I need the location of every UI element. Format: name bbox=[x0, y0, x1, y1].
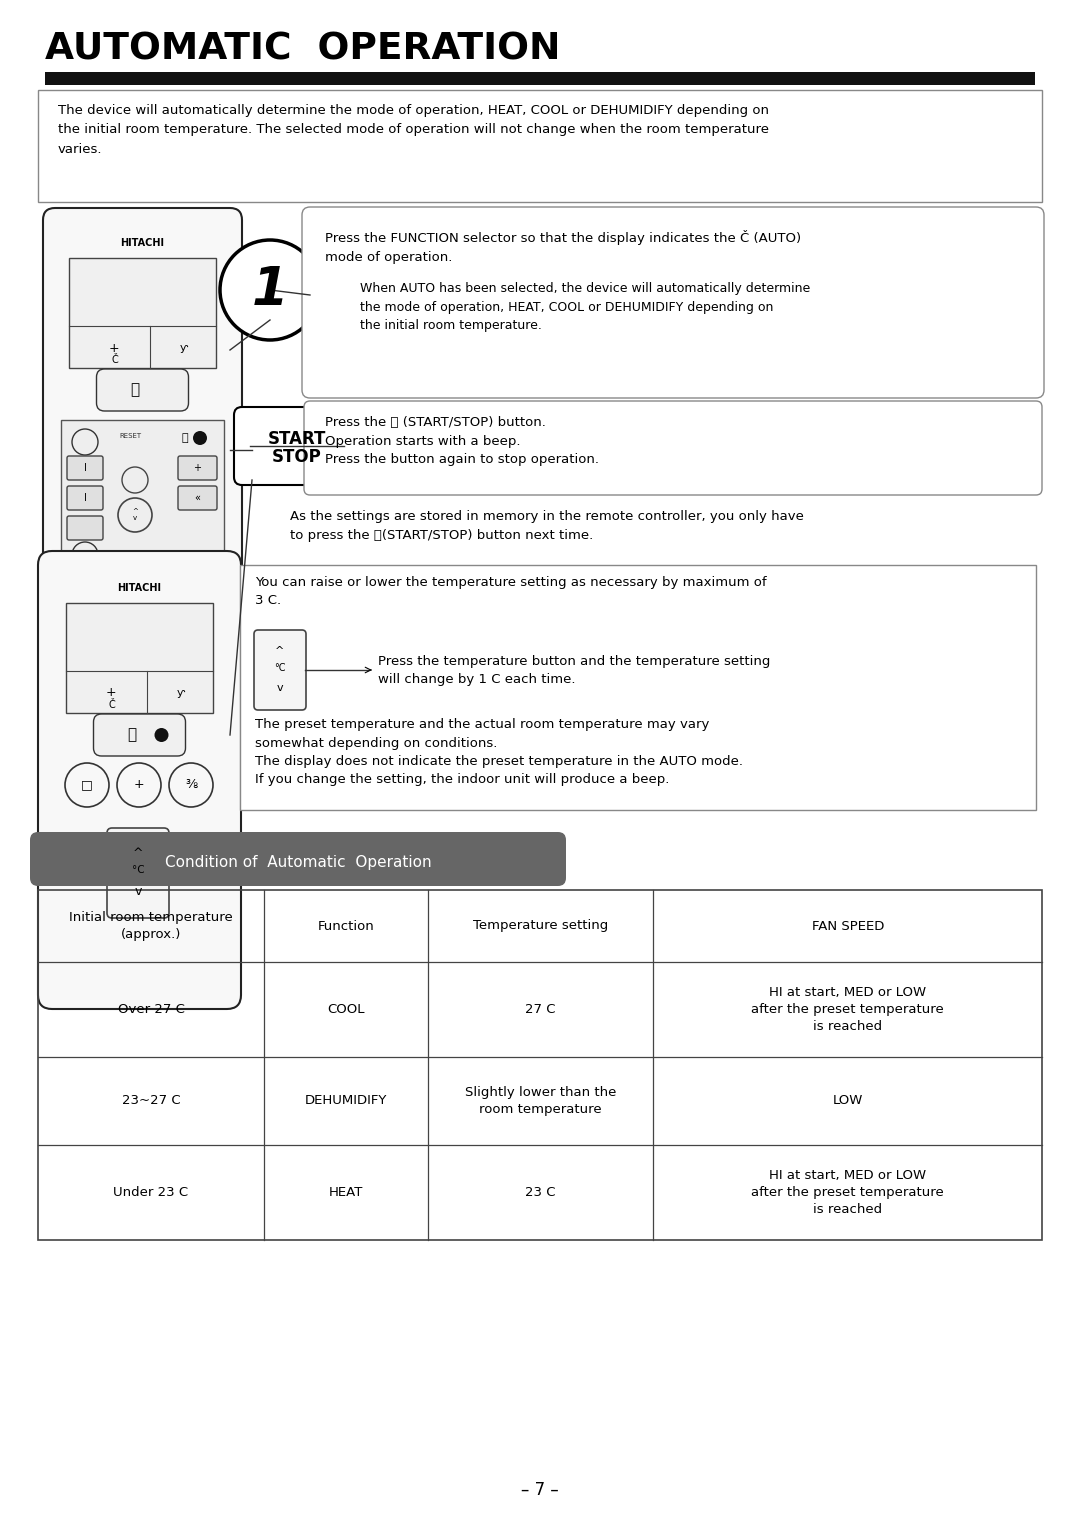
FancyBboxPatch shape bbox=[178, 455, 217, 480]
Text: DEHUMIDIFY: DEHUMIDIFY bbox=[305, 1094, 387, 1108]
Text: ƴ: ƴ bbox=[177, 688, 185, 698]
FancyBboxPatch shape bbox=[94, 714, 186, 756]
Text: AUTOMATIC  OPERATION: AUTOMATIC OPERATION bbox=[45, 32, 561, 69]
Text: Over 27 C: Over 27 C bbox=[118, 1002, 185, 1016]
Text: The device will automatically determine the mode of operation, HEAT, COOL or DEH: The device will automatically determine … bbox=[58, 104, 769, 156]
Text: Function: Function bbox=[318, 920, 374, 932]
FancyBboxPatch shape bbox=[43, 208, 242, 602]
Circle shape bbox=[154, 727, 168, 743]
FancyBboxPatch shape bbox=[254, 630, 306, 711]
Bar bbox=[69, 258, 216, 368]
Text: You can raise or lower the temperature setting as necessary by maximum of
3 C.: You can raise or lower the temperature s… bbox=[255, 576, 767, 608]
Text: HITACHI: HITACHI bbox=[118, 584, 162, 593]
Bar bbox=[66, 604, 213, 714]
FancyBboxPatch shape bbox=[96, 368, 189, 411]
Text: LOW: LOW bbox=[833, 1094, 863, 1108]
Text: As the settings are stored in memory in the remote controller, you only have
to : As the settings are stored in memory in … bbox=[291, 510, 804, 541]
Text: The preset temperature and the actual room temperature may vary
somewhat dependi: The preset temperature and the actual ro… bbox=[255, 718, 743, 787]
FancyBboxPatch shape bbox=[107, 828, 168, 918]
Text: 23~27 C: 23~27 C bbox=[122, 1094, 180, 1108]
Text: Press the temperature button and the temperature setting
will change by 1 C each: Press the temperature button and the tem… bbox=[378, 656, 770, 686]
Text: STOP: STOP bbox=[272, 448, 322, 466]
Text: °C: °C bbox=[274, 663, 286, 672]
Text: 23 C: 23 C bbox=[525, 1186, 556, 1199]
Text: Ⓢ: Ⓢ bbox=[181, 432, 188, 443]
Text: Temperature setting: Temperature setting bbox=[473, 920, 608, 932]
Text: ^: ^ bbox=[133, 847, 144, 860]
Text: – 7 –: – 7 – bbox=[522, 1481, 558, 1499]
Text: ⅜: ⅜ bbox=[185, 778, 198, 792]
Circle shape bbox=[193, 431, 207, 445]
Text: +: + bbox=[193, 463, 201, 474]
Text: Press the Ⓢ (START/STOP) button.
Operation starts with a beep.
Press the button : Press the Ⓢ (START/STOP) button. Operati… bbox=[325, 416, 599, 466]
Text: Condition of  Automatic  Operation: Condition of Automatic Operation bbox=[164, 854, 431, 869]
Text: Under 23 C: Under 23 C bbox=[113, 1186, 189, 1199]
Text: +: + bbox=[106, 686, 117, 700]
Text: v: v bbox=[276, 683, 283, 694]
FancyBboxPatch shape bbox=[38, 90, 1042, 202]
Text: □: □ bbox=[81, 778, 93, 792]
Text: RESET: RESET bbox=[119, 432, 141, 439]
Text: 27 C: 27 C bbox=[525, 1002, 556, 1016]
Text: 1: 1 bbox=[252, 264, 288, 316]
Text: Ⓢ: Ⓢ bbox=[130, 382, 139, 397]
Text: HITACHI: HITACHI bbox=[121, 238, 164, 248]
Text: When AUTO has been selected, the device will automatically determine
the mode of: When AUTO has been selected, the device … bbox=[360, 283, 810, 332]
Text: Č: Č bbox=[108, 700, 114, 711]
Text: I: I bbox=[83, 494, 86, 503]
Text: I: I bbox=[83, 463, 86, 474]
Text: COOL: COOL bbox=[327, 1002, 364, 1016]
Text: Press the FUNCTION selector so that the display indicates the Č (AUTO)
mode of o: Press the FUNCTION selector so that the … bbox=[325, 231, 801, 263]
Text: v: v bbox=[134, 885, 141, 898]
Text: ƴ: ƴ bbox=[179, 342, 188, 353]
Bar bbox=[60, 420, 224, 575]
Text: HI at start, MED or LOW
after the preset temperature
is reached: HI at start, MED or LOW after the preset… bbox=[752, 1169, 944, 1216]
FancyBboxPatch shape bbox=[67, 486, 103, 510]
Text: FAN SPEED: FAN SPEED bbox=[811, 920, 883, 932]
Text: Ⓢ: Ⓢ bbox=[127, 727, 136, 743]
Text: «: « bbox=[194, 494, 200, 503]
FancyBboxPatch shape bbox=[67, 516, 103, 539]
Text: Slightly lower than the
room temperature: Slightly lower than the room temperature bbox=[464, 1086, 617, 1115]
Circle shape bbox=[220, 240, 320, 341]
Text: ^
v: ^ v bbox=[132, 509, 138, 521]
Text: ^: ^ bbox=[275, 646, 285, 656]
FancyBboxPatch shape bbox=[302, 206, 1044, 397]
Bar bbox=[38, 889, 1042, 1241]
Bar bbox=[45, 72, 1035, 86]
Text: START: START bbox=[268, 429, 326, 448]
Text: Initial room temperature
(approx.): Initial room temperature (approx.) bbox=[69, 911, 233, 941]
FancyBboxPatch shape bbox=[30, 833, 566, 886]
Text: °C: °C bbox=[132, 865, 145, 876]
Text: +: + bbox=[134, 778, 145, 792]
FancyBboxPatch shape bbox=[67, 455, 103, 480]
FancyBboxPatch shape bbox=[178, 486, 217, 510]
FancyBboxPatch shape bbox=[38, 552, 241, 1008]
Text: +: + bbox=[109, 341, 120, 354]
FancyBboxPatch shape bbox=[240, 565, 1036, 810]
FancyBboxPatch shape bbox=[303, 400, 1042, 495]
Text: Č: Č bbox=[111, 354, 118, 365]
Text: HI at start, MED or LOW
after the preset temperature
is reached: HI at start, MED or LOW after the preset… bbox=[752, 986, 944, 1033]
FancyBboxPatch shape bbox=[234, 406, 360, 484]
Text: HEAT: HEAT bbox=[328, 1186, 363, 1199]
